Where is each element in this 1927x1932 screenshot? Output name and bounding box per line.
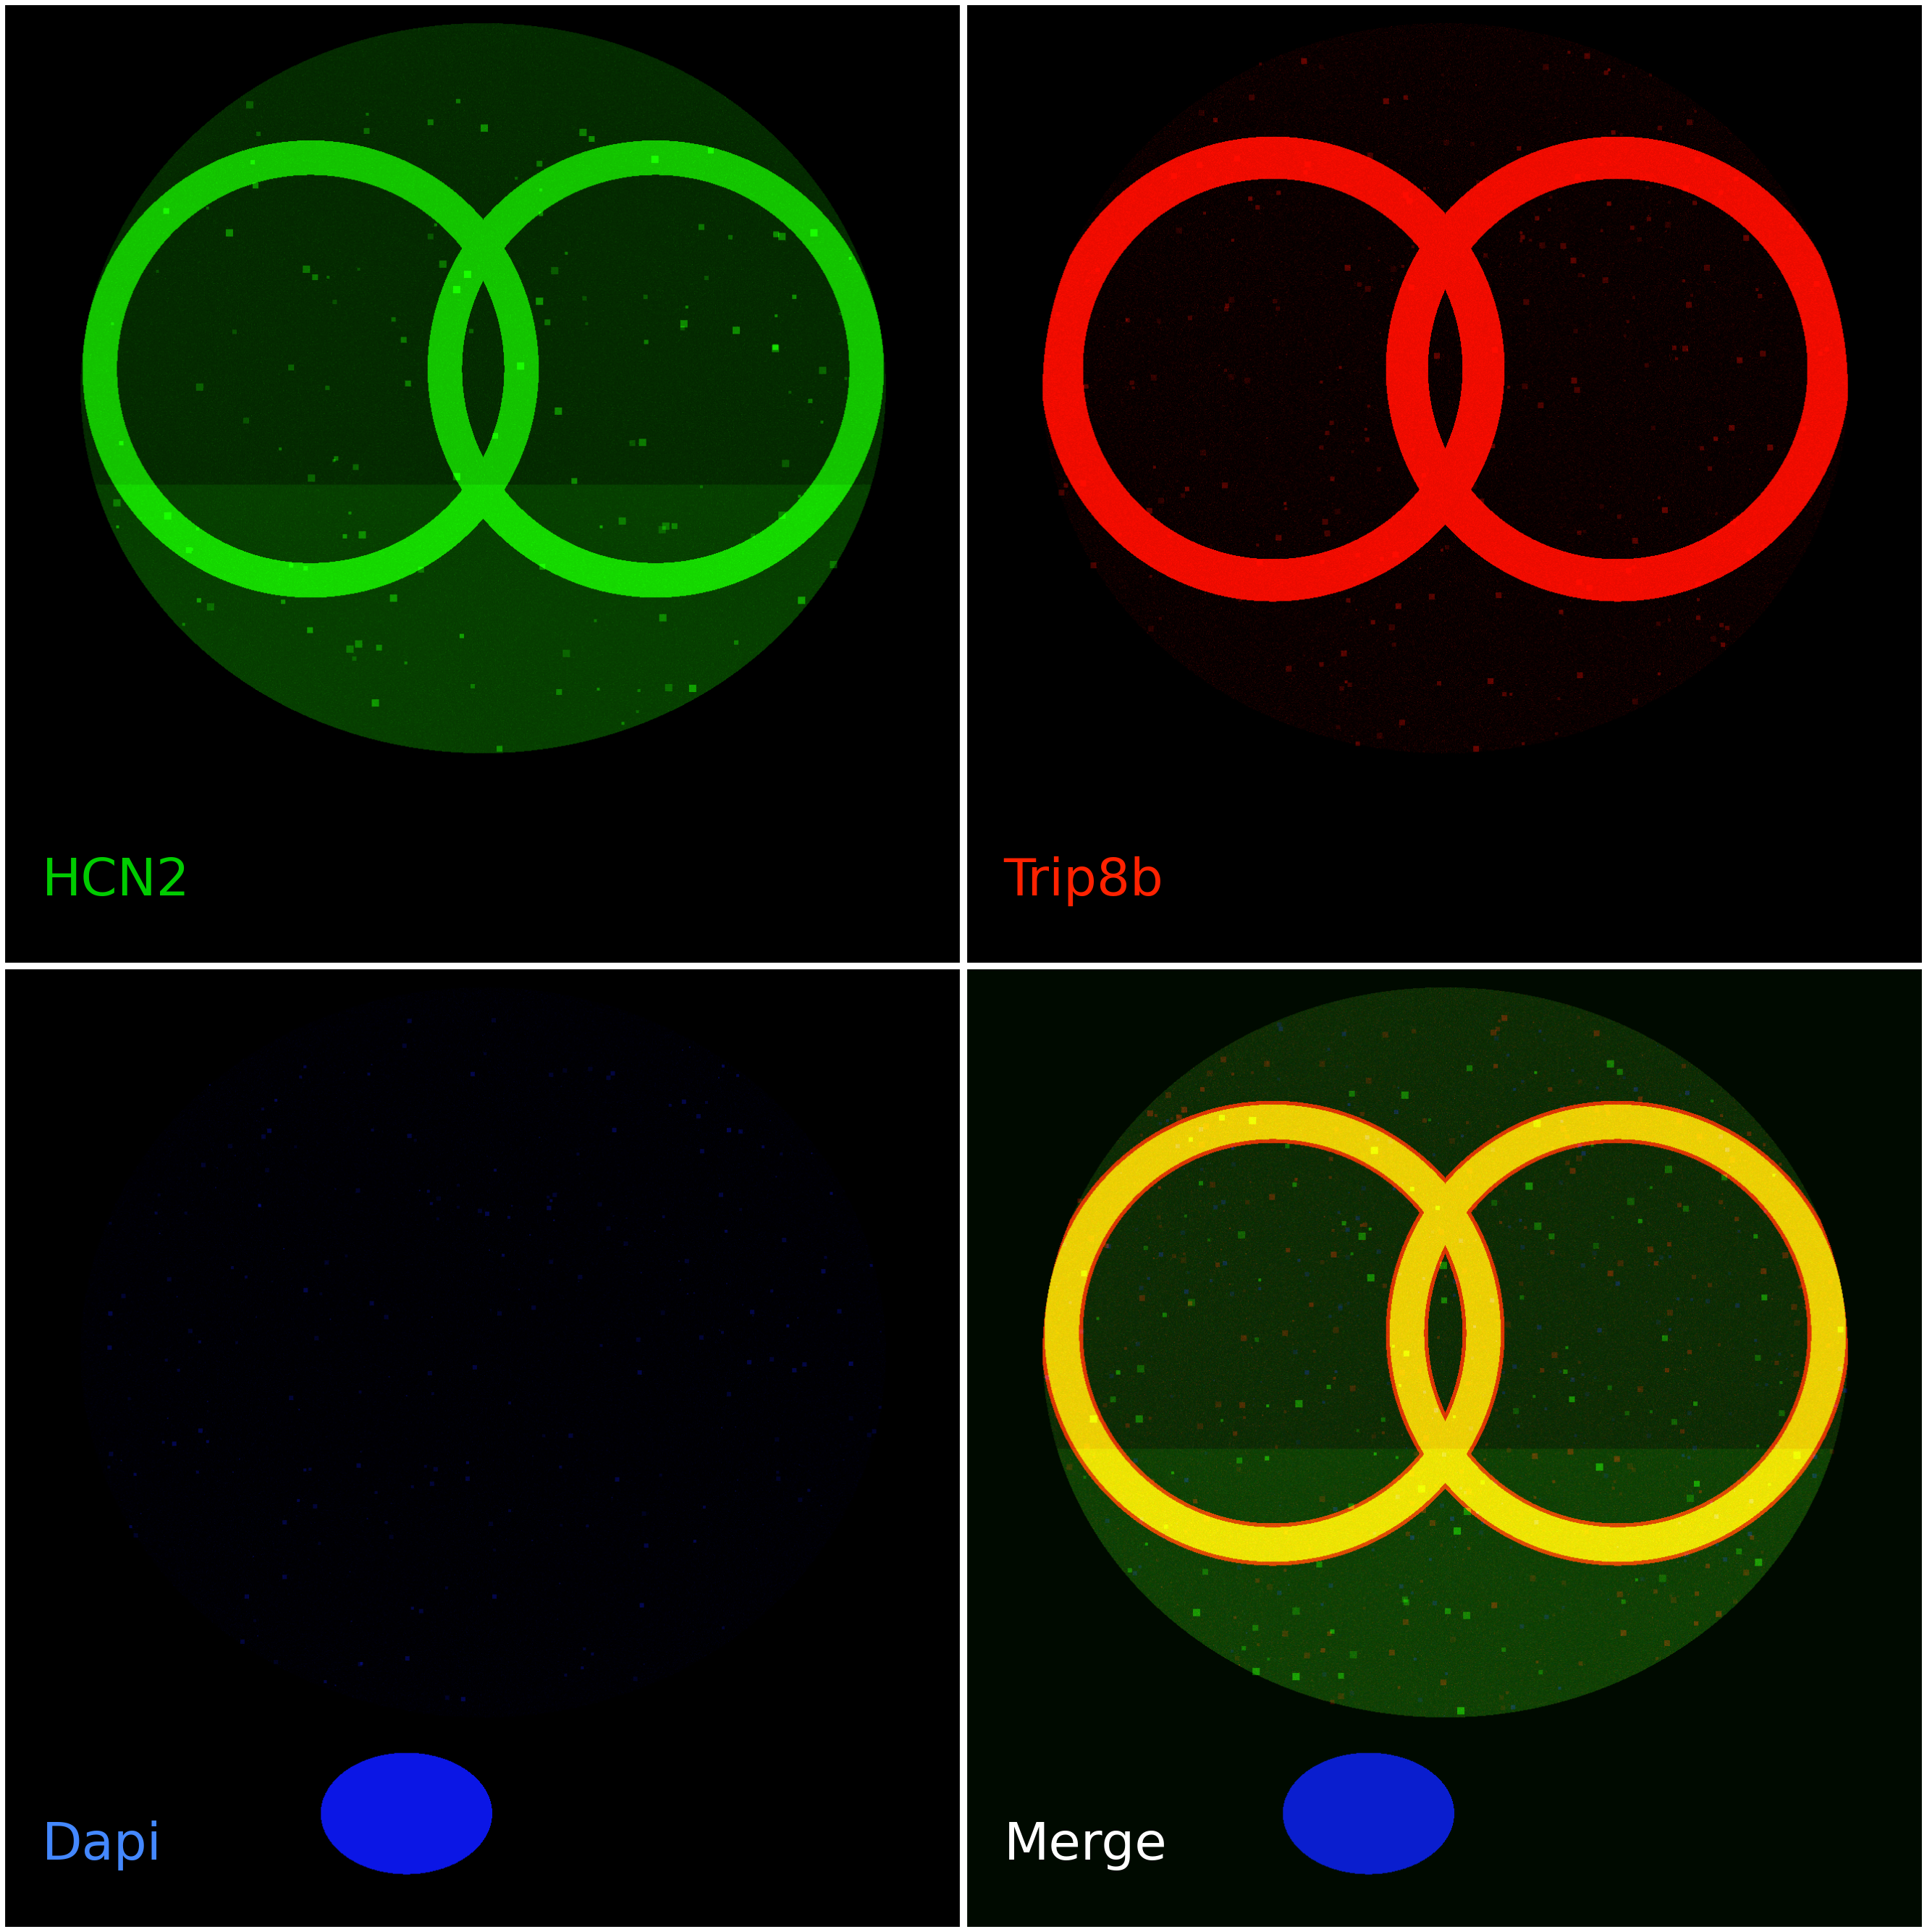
Text: Dapi: Dapi [42,1820,162,1870]
Text: Merge: Merge [1004,1820,1168,1870]
Text: HCN2: HCN2 [42,856,191,906]
Text: Trip8b: Trip8b [1004,856,1164,906]
